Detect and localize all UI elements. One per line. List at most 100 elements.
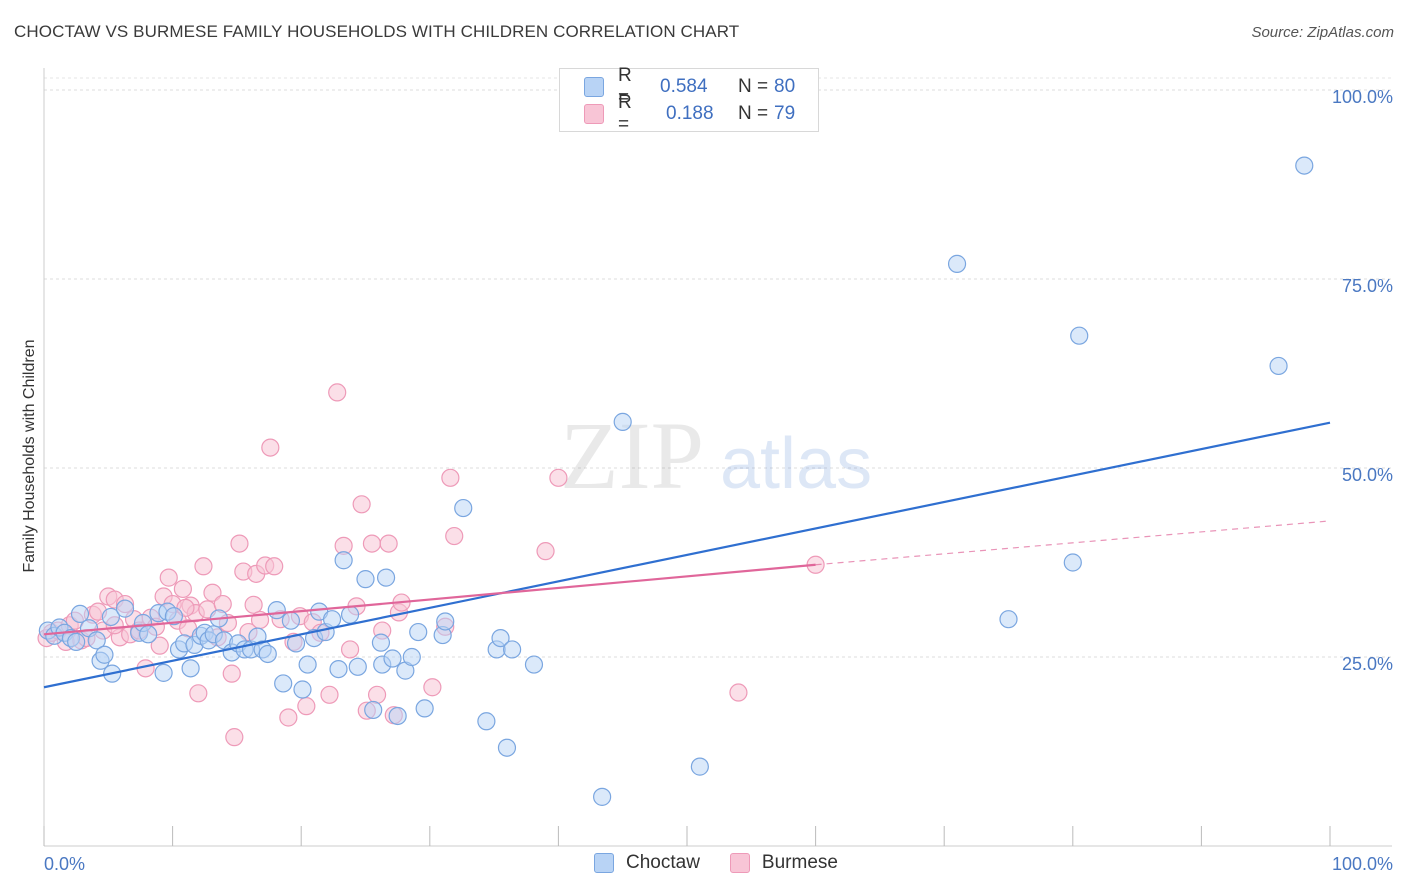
r-label: R = [618,92,632,135]
y-axis-label: Family Households with Children [21,340,38,573]
choctaw-point [115,599,135,618]
legend-label-burmese: Burmese [761,852,838,873]
choctaw-point [356,570,375,589]
trend-lines [43,421,1331,689]
burmese-point [549,468,568,487]
choctaw-point [281,611,301,630]
choctaw-point [139,625,158,644]
burmese-point [203,583,222,602]
choctaw-point [593,787,612,806]
x-tick-label: 100.0% [1332,854,1393,874]
choctaw-point [329,659,348,679]
burmese-point [194,557,213,576]
choctaw-point [154,663,173,682]
watermark-atlas: atlas [720,424,872,504]
burmese-point [367,685,387,704]
burmese-point [159,568,178,587]
choctaw-point [267,601,286,620]
choctaw-point [101,607,120,627]
legend-item-burmese: Burmese [729,852,838,874]
choctaw-point [497,738,517,757]
burmese-trend-extension [815,520,1331,566]
choctaw-point [340,605,360,624]
choctaw-swatch [594,853,614,873]
choctaw-point [491,628,510,648]
burmese-point [189,684,208,703]
y-tick-label: 50.0% [1342,465,1393,485]
burmese-point [222,664,241,683]
y-tick-label: 75.0% [1342,276,1393,296]
axes [43,68,1392,847]
n-value: 80 [774,76,796,97]
burmese-point [445,526,464,546]
burmese-points [37,383,825,747]
series-legend: Choctaw Burmese [594,852,868,874]
choctaw-point [999,610,1018,629]
choctaw-point [95,645,114,664]
watermark-zip: ZIP [560,402,704,509]
choctaw-point [164,607,183,626]
choctaw-point [613,412,632,431]
burmese-point [729,683,748,702]
burmese-point [297,697,316,716]
burmese-point [150,636,169,655]
choctaw-point [181,659,200,678]
choctaw-point [524,655,544,674]
choctaw-point [1070,326,1089,345]
correlation-legend: R = 0.584 N = 80 R = 0.188 N = 79 [559,65,819,135]
choctaw-point [415,699,434,718]
n-label: N = [738,76,769,97]
choctaw-point [1269,356,1288,376]
y-tick-label: 25.0% [1342,654,1393,674]
x-tick-label: 0.0% [44,854,85,874]
choctaw-point [87,631,106,650]
choctaw-point [70,604,90,624]
legend-label-choctaw: Choctaw [626,852,700,873]
choctaw-swatch [584,77,604,97]
burmese-point [362,534,382,553]
choctaw-point [388,706,407,726]
legend-item-choctaw: Choctaw [594,852,700,874]
burmese-point [352,495,371,514]
burmese-point [441,468,460,487]
burmese-point [379,534,398,553]
y-tick-label: 100.0% [1332,87,1393,107]
choctaw-point [376,568,396,587]
choctaw-point [503,640,522,659]
choctaw-point [1063,553,1082,572]
choctaw-point [364,700,383,720]
source-label: Source: ZipAtlas.com [1251,24,1394,41]
choctaw-point [67,632,86,651]
choctaw-point [690,757,709,776]
choctaw-point [436,612,455,631]
choctaw-point [334,551,353,570]
watermark: ZIP atlas [560,402,872,509]
r-value: 0.584 [660,76,708,97]
burmese-point [225,728,244,747]
x-tick-labels: 0.0% 100.0% [44,854,1393,874]
burmese-point [230,534,249,553]
burmese-point [536,542,555,561]
choctaw-point [409,622,428,642]
r-label: R = [618,65,632,108]
burmese-point [265,557,284,576]
r-value: 0.188 [666,103,714,124]
y-tick-labels: 25.0% 50.0% 75.0% 100.0% [1332,87,1393,674]
choctaw-point [454,498,473,518]
choctaw-point [274,674,293,693]
choctaw-point [258,644,277,664]
choctaw-point [322,610,342,629]
choctaw-point [298,655,317,674]
choctaw-point [1295,156,1314,175]
burmese-trend-line [43,563,816,636]
choctaw-point [947,254,967,273]
chart-title: CHOCTAW VS BURMESE FAMILY HOUSEHOLDS WIT… [14,22,740,41]
burmese-swatch [584,104,604,124]
burmese-point [173,579,192,599]
legend-row-choctaw: R = 0.584 N = 80 [584,65,796,108]
choctaw-point [383,649,402,668]
choctaw-point [477,712,496,731]
burmese-point [279,708,298,727]
burmese-swatch [729,853,750,873]
